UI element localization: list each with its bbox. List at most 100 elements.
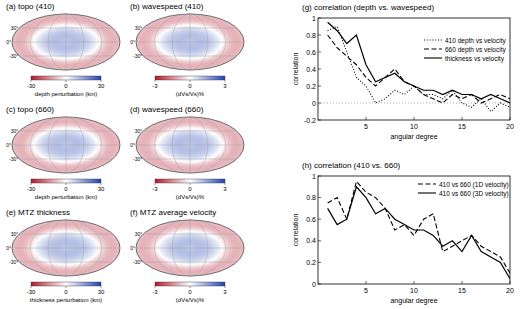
colorbar [155, 76, 225, 80]
colorbar-tick-label: 0 [64, 289, 68, 295]
y-tick-label: 0 [312, 100, 316, 107]
meridian [66, 117, 67, 173]
lat-label: -30° [133, 259, 142, 265]
map-outline [136, 220, 244, 276]
meridian [154, 117, 225, 173]
lat-label: 0° [130, 39, 135, 45]
colorbar-label: depth perturbation (km) [35, 91, 97, 97]
lat-label: -30° [133, 53, 142, 59]
colorbar-tick-label: -30 [27, 289, 36, 295]
map-panel: (a) topo (410)30°0°-30°-30030depth pertu… [6, 2, 120, 97]
y-tick-label: 0.4 [306, 237, 316, 244]
colorbar-label: (dVs/Vs)% [176, 297, 205, 303]
x-tick-label: 15 [458, 123, 466, 130]
chart-title: (h) correlation (410 vs. 660) [302, 161, 401, 170]
colorbar-tick [155, 183, 156, 185]
x-tick-label: 20 [506, 287, 514, 294]
colorbar-label: depth perturbation (km) [35, 194, 97, 200]
lat-label: -30° [133, 156, 142, 162]
colorbar-tick [101, 286, 102, 288]
y-tick [318, 52, 321, 53]
plot-frame [318, 18, 510, 120]
map-outline [136, 117, 244, 173]
meridian [48, 117, 84, 173]
colorbar-tick [101, 80, 102, 82]
legend-swatch [424, 57, 442, 58]
map-panel: (d) wavespeed (660)30°0°-30°-303(dVs/Vs)… [130, 105, 244, 200]
legend-label: 410 vs 660 (1D velocity) [439, 181, 509, 189]
lat-label: -30° [9, 156, 18, 162]
colorbar-tick [31, 286, 32, 288]
series-line [328, 181, 510, 273]
x-tick [462, 281, 463, 284]
meridian [154, 14, 225, 70]
x-tick-label: 10 [410, 123, 418, 130]
data-group [328, 181, 510, 278]
colorbar-tick-label: 30 [98, 83, 105, 89]
x-tick [414, 117, 415, 120]
legend-label: thickness vs velocity [445, 55, 505, 63]
plot-frame [318, 176, 510, 284]
lat-label: 0° [130, 245, 135, 251]
map-outline [12, 14, 120, 70]
line-chart: (g) correlation (depth vs. wavespeed)510… [292, 3, 514, 141]
chart-title: (g) correlation (depth vs. wavespeed) [302, 3, 434, 12]
x-tick-label: 20 [506, 123, 514, 130]
x-tick-label: 5 [364, 287, 368, 294]
legend-swatch [424, 39, 442, 40]
lat-label: 0° [130, 142, 135, 148]
x-tick-label: 5 [364, 123, 368, 130]
meridian [66, 220, 67, 276]
meridian [172, 14, 208, 70]
y-tick [318, 86, 321, 87]
y-tick [318, 240, 321, 241]
y-tick-label: -0.2 [304, 117, 316, 124]
colorbar-tick-label: 3 [223, 289, 227, 295]
colorbar-tick [190, 286, 191, 288]
x-tick [510, 281, 511, 284]
y-axis-label: correlation [292, 214, 299, 247]
panel-title: (c) topo (660) [6, 105, 54, 114]
x-tick [366, 117, 367, 120]
lat-label: 0° [6, 245, 11, 251]
y-tick-label: 0.4 [306, 66, 316, 73]
y-tick [318, 120, 321, 121]
colorbar-tick [31, 80, 32, 82]
panel-title: (b) wavespeed (410) [130, 2, 204, 11]
colorbar-tick-label: -30 [27, 83, 36, 89]
colorbar-tick [190, 183, 191, 185]
meridian [48, 220, 84, 276]
y-tick-label: 1 [312, 173, 316, 180]
x-tick-label: 10 [410, 287, 418, 294]
colorbar-tick-label: 0 [188, 186, 192, 192]
meridian [172, 117, 208, 173]
meridian [30, 14, 101, 70]
legend-label: 410 depth vs velocity [445, 37, 506, 45]
colorbar [31, 282, 101, 286]
lat-label: 0° [6, 39, 11, 45]
lat-label: 30° [11, 25, 19, 31]
colorbar [31, 179, 101, 183]
lat-label: 30° [11, 231, 19, 237]
colorbar-tick [225, 80, 226, 82]
legend-swatch [424, 48, 442, 49]
colorbar-tick-label: 3 [223, 186, 227, 192]
y-tick-label: 0.6 [306, 216, 316, 223]
meridian [30, 117, 101, 173]
colorbar-tick [225, 183, 226, 185]
map-panel: (f) MTZ average velocity30°0°-30°-303(dV… [130, 208, 244, 303]
y-tick-label: 1 [312, 15, 316, 22]
colorbar-tick-label: 0 [64, 83, 68, 89]
y-tick-label: 0.6 [306, 49, 316, 56]
colorbar-tick-label: 3 [223, 83, 227, 89]
y-tick [318, 69, 321, 70]
colorbar-tick [190, 80, 191, 82]
colorbar-tick-label: -3 [152, 83, 158, 89]
colorbar-tick-label: 0 [188, 83, 192, 89]
figure: (a) topo (410)30°0°-30°-30030depth pertu… [0, 0, 520, 309]
x-tick-label: 15 [458, 287, 466, 294]
colorbar-tick [225, 286, 226, 288]
y-tick-label: 0.2 [306, 83, 316, 90]
panel-title: (a) topo (410) [6, 2, 55, 11]
lat-label: 0° [6, 142, 11, 148]
